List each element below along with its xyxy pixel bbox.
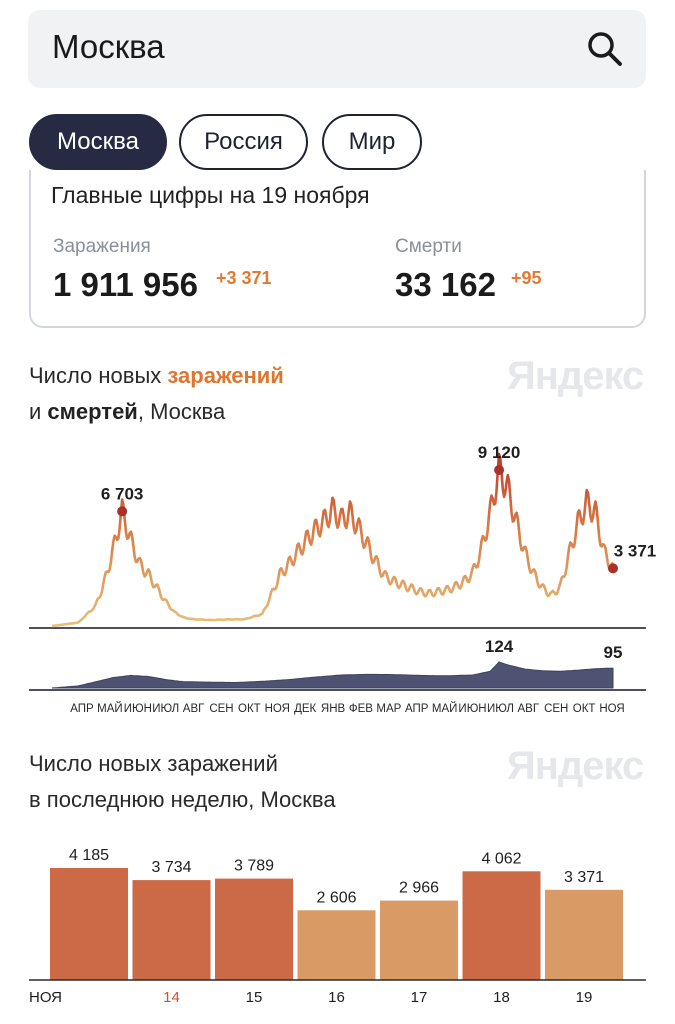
infections-value: 1 911 956 [53, 266, 198, 303]
bar-value-label: 2 606 [316, 889, 356, 906]
x-tick-label: НОЯ [29, 989, 62, 1006]
x-tick-label: 19 [576, 989, 593, 1006]
chart1-title-part1: Число новых [29, 363, 168, 388]
x-tick-label: 16 [328, 989, 345, 1006]
bar-value-label: 3 371 [564, 869, 604, 886]
bar [380, 900, 458, 980]
bar-value-label: 3 734 [151, 859, 191, 876]
x-tick-label: ДЕК [294, 703, 316, 715]
bar [297, 910, 376, 980]
x-tick-label: СЕН [544, 703, 568, 715]
infections-label: Заражения [53, 236, 151, 257]
x-tick-label: МАР [376, 703, 401, 715]
x-tick-label: МАЙ [432, 702, 458, 715]
chart2-title-line2: в последнюю неделю, Москва [29, 787, 336, 812]
yandex-logo: Яндекс [507, 354, 644, 398]
tab-russia[interactable]: Россия [179, 114, 308, 170]
deaths-area [51, 661, 614, 689]
cases-line [51, 452, 615, 628]
x-tick-label: ЯНВ [321, 703, 346, 715]
peak-marker [117, 506, 128, 517]
chart1-title-bold: смертей [47, 399, 138, 424]
yandex-logo-2: Яндекс [507, 744, 644, 788]
bar-value-label: 2 966 [399, 880, 439, 897]
bar [50, 868, 128, 980]
search-bar[interactable]: Москва [28, 10, 646, 88]
x-tick-label: АПР [70, 703, 94, 715]
data-label: 9 120 [478, 443, 521, 462]
chart1-title-accent: заражений [167, 363, 284, 388]
chart2-title: Число новых заражений в последнюю неделю… [29, 746, 336, 818]
peak-marker [608, 563, 618, 574]
x-tick-label: ИЮЛ [487, 703, 514, 715]
search-icon[interactable] [586, 30, 624, 68]
x-tick-label: АВГ [518, 703, 540, 715]
bar [215, 878, 293, 980]
x-tick-label: 18 [493, 989, 510, 1006]
data-label: 124 [485, 637, 514, 656]
peak-marker [494, 465, 505, 475]
x-tick-label: НОЯ [265, 703, 290, 715]
chart1-title-part2: и [29, 399, 48, 424]
x-tick-label: 17 [411, 989, 428, 1006]
bar [545, 889, 623, 980]
bar [132, 880, 211, 980]
x-tick-label: АВГ [183, 703, 205, 715]
weekly-bar-chart: 4 185 НОЯ 3 734 14 3 789 15 2 606 16 2 966 17 4 06… [29, 847, 646, 1006]
x-tick-label: МАЙ [97, 702, 123, 715]
x-tick-label: СЕН [209, 703, 233, 715]
bar-value-label: 3 789 [234, 858, 274, 875]
tab-moscow[interactable]: Москва [29, 114, 167, 170]
x-tick-label: ОКТ [573, 703, 596, 715]
bar-value-label: 4 062 [481, 850, 521, 867]
deaths-value: 33 162 [395, 266, 496, 303]
data-label: 6 703 [101, 484, 144, 503]
search-input[interactable]: Москва [52, 28, 165, 65]
x-tick-label: 14 [163, 989, 180, 1006]
chart1-title-part3: , Москва [137, 399, 226, 424]
bar [462, 871, 541, 980]
x-tick-label: АПР [405, 703, 429, 715]
tab-world[interactable]: Мир [322, 114, 422, 170]
x-tick-label: НОЯ [599, 703, 624, 715]
summary-card: Главные цифры на 19 ноября Заражения 1 9… [29, 170, 646, 328]
summary-title: Главные цифры на 19 ноября [51, 182, 370, 208]
x-tick-label: ИЮЛ [152, 703, 179, 715]
x-tick-label: ИЮН [124, 703, 152, 715]
chart2-title-line1: Число новых заражений [29, 751, 278, 776]
data-label: 3 371 [614, 541, 657, 560]
x-tick-label: ОКТ [238, 703, 261, 715]
data-label: 95 [604, 643, 623, 662]
x-tick-label: ИЮН [458, 703, 486, 715]
chart1-title: Число новых заражений и смертей, Москва [29, 358, 284, 430]
x-tick-label: 15 [246, 989, 263, 1006]
deaths-label: Смерти [395, 236, 462, 257]
x-tick-label: ФЕВ [349, 703, 373, 715]
deaths-delta: +95 [511, 268, 542, 288]
bar-value-label: 4 185 [69, 847, 109, 864]
infections-delta: +3 371 [216, 268, 272, 288]
